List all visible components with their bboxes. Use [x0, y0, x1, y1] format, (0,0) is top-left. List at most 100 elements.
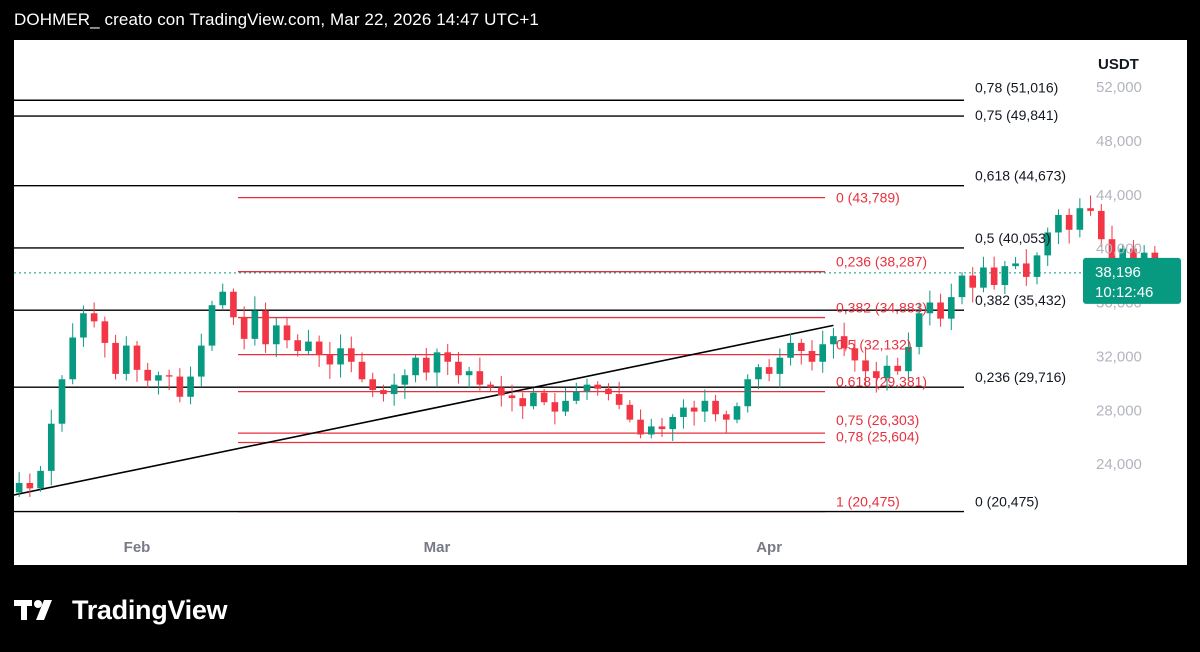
candle-body: [605, 388, 612, 395]
candle-body: [765, 367, 773, 374]
fib-red-label: 0,382 (34,883): [836, 300, 927, 316]
trendline-group: [14, 324, 834, 511]
price-tag: 38,196 10:12:46: [1083, 257, 1181, 304]
candle-body: [872, 371, 880, 378]
candle-body: [647, 426, 655, 435]
candle-body: [926, 302, 934, 314]
candle-body: [58, 379, 66, 424]
candle-body: [294, 340, 302, 351]
candle-body: [455, 361, 462, 376]
currency-badge[interactable]: USDT: [1098, 56, 1139, 73]
candle-body: [519, 398, 527, 407]
y-tick-label: 48,000: [1096, 133, 1142, 150]
tradingview-logo[interactable]: TradingView: [14, 590, 228, 630]
candle-body: [1097, 210, 1105, 240]
fib-red-levels: [238, 196, 825, 513]
candle-body: [197, 345, 205, 377]
candle-body: [894, 365, 902, 372]
candle-body: [390, 384, 398, 395]
candle-body: [915, 313, 923, 347]
chart-header: DOHMER_ creato con TradingView.com, Mar …: [14, 10, 539, 29]
candle-body: [1055, 214, 1062, 233]
candle-body: [808, 350, 816, 362]
candle-body: [1044, 232, 1052, 256]
candle-body: [37, 470, 44, 489]
candle-body: [637, 419, 644, 435]
candle-body: [144, 369, 152, 381]
fib-black-label: 0,618 (44,673): [975, 168, 1066, 184]
currency-badge-bg[interactable]: [1087, 48, 1159, 78]
chart-area[interactable]: 24,00028,00032,00036,00040,00044,00048,0…: [14, 40, 1187, 565]
candle-body: [1022, 263, 1030, 277]
fib-black-label: 0,382 (35,432): [975, 292, 1066, 308]
candle-body: [165, 375, 173, 377]
fib-black-label: 0,5 (40,053): [975, 230, 1051, 246]
fib-black-label: 0 (20,475): [975, 494, 1039, 510]
candle-body: [733, 406, 741, 420]
candle-body: [1033, 255, 1041, 277]
fib-red-label: 0 (43,789): [836, 190, 900, 206]
candle-body: [690, 407, 698, 412]
fib-red-label: 0,236 (38,287): [836, 254, 927, 270]
candle-body: [230, 291, 237, 318]
candle-body: [347, 348, 355, 362]
candle-body: [883, 365, 891, 378]
candle-body: [433, 352, 441, 373]
candle-body: [251, 310, 259, 339]
candle-body: [305, 341, 312, 351]
candle-body: [572, 391, 580, 401]
candle-body: [465, 371, 473, 376]
candle-body: [530, 392, 537, 407]
trendline[interactable]: [14, 324, 834, 511]
candle-body: [1065, 214, 1073, 230]
candle-body: [797, 342, 805, 351]
candle-body: [15, 482, 23, 493]
candle-body: [701, 400, 709, 412]
candle-body: [412, 357, 419, 376]
candle-body: [476, 371, 484, 385]
candle-body: [669, 416, 677, 430]
x-tick-label: Apr: [756, 539, 782, 556]
candle-body: [90, 313, 98, 322]
candle-body: [219, 291, 227, 306]
tradingview-wordmark: TradingView: [72, 594, 228, 625]
candle-body: [947, 297, 955, 319]
candle-body: [1012, 263, 1019, 267]
y-tick-label: 44,000: [1096, 187, 1142, 204]
fib-black-label: 0,75 (49,841): [975, 107, 1058, 123]
candle-body: [540, 392, 548, 403]
candle-body: [112, 342, 119, 374]
candle-body: [1119, 248, 1127, 261]
candle-body: [401, 375, 409, 385]
y-tick-label: 24,000: [1096, 456, 1142, 473]
candle-body: [133, 345, 141, 370]
candle-body: [101, 321, 109, 343]
candle-body: [358, 361, 366, 380]
candle-body: [283, 325, 291, 341]
price-chart[interactable]: 24,00028,00032,00036,00040,00044,00048,0…: [14, 40, 1187, 565]
candle-body: [1130, 248, 1137, 263]
fib-red-label: 0,618 (29,381): [836, 374, 927, 390]
y-tick-label: 32,000: [1096, 348, 1142, 365]
fib-black-label: 0,78 (51,016): [975, 79, 1058, 95]
candle-body: [508, 395, 516, 399]
candle-body: [958, 275, 966, 298]
candles-group: [15, 195, 1159, 498]
candle-body: [905, 346, 912, 372]
y-tick-label: 28,000: [1096, 402, 1142, 419]
candle-body: [755, 367, 762, 380]
candle-body: [658, 426, 666, 430]
candle-body: [712, 400, 719, 415]
candle-body: [583, 384, 591, 392]
candle-body: [380, 390, 387, 395]
candle-body: [819, 344, 827, 362]
candle-body: [26, 482, 34, 489]
candle-body: [1087, 208, 1094, 211]
candle-body: [744, 379, 752, 407]
candle-body: [937, 302, 944, 319]
x-axis: Feb Mar Apr: [124, 539, 783, 556]
x-tick-label: Mar: [424, 539, 451, 556]
candle-body: [47, 423, 55, 471]
candle-body: [562, 400, 569, 412]
price-tag-bg: [1083, 257, 1181, 304]
